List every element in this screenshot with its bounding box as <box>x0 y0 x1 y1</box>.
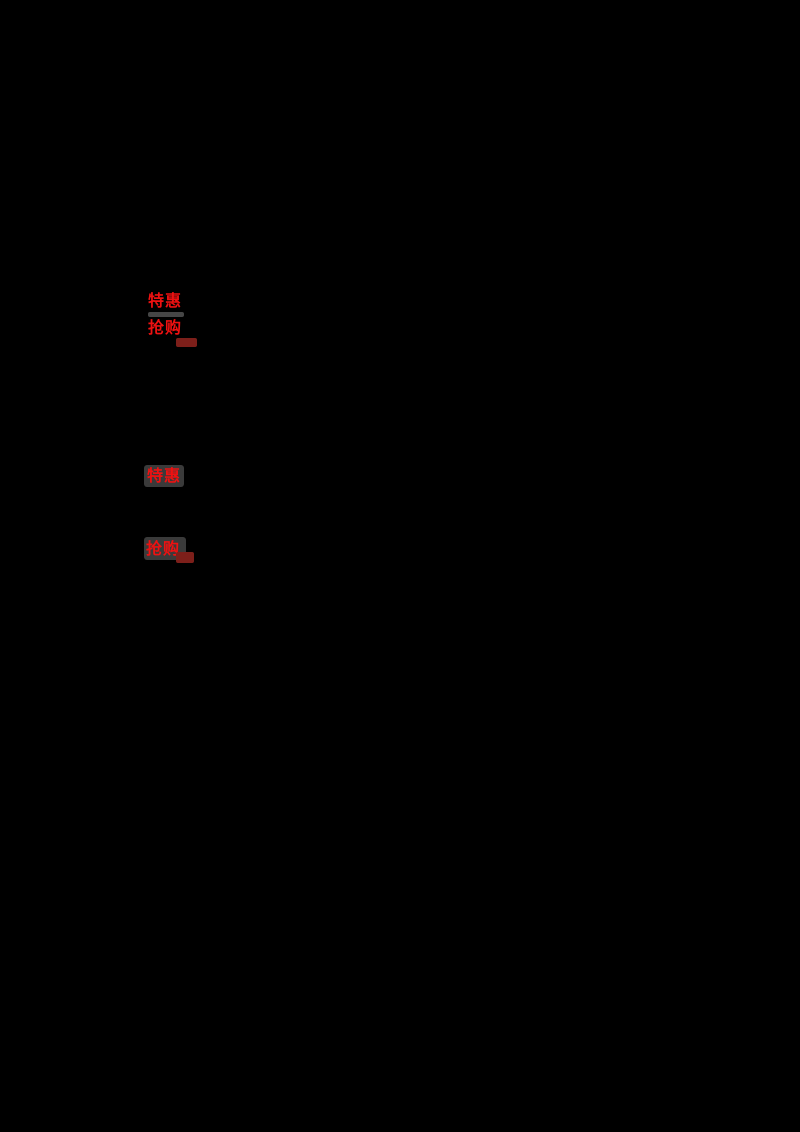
promo-tag-chip-1-label: 特惠 <box>147 466 182 485</box>
gray-divider-bar <box>148 312 184 317</box>
hot-badge-icon <box>176 338 197 347</box>
promo-tag-chip-2: 抢购 <box>144 537 186 560</box>
promo-tag-chip-2-label: 抢购 <box>146 539 181 558</box>
promo-tag-upper-line2: 抢购 <box>148 318 183 337</box>
hot-badge-icon <box>176 552 194 563</box>
promo-tag-upper-line1: 特惠 <box>148 291 183 310</box>
promo-tag-chip-1: 特惠 <box>144 465 184 487</box>
